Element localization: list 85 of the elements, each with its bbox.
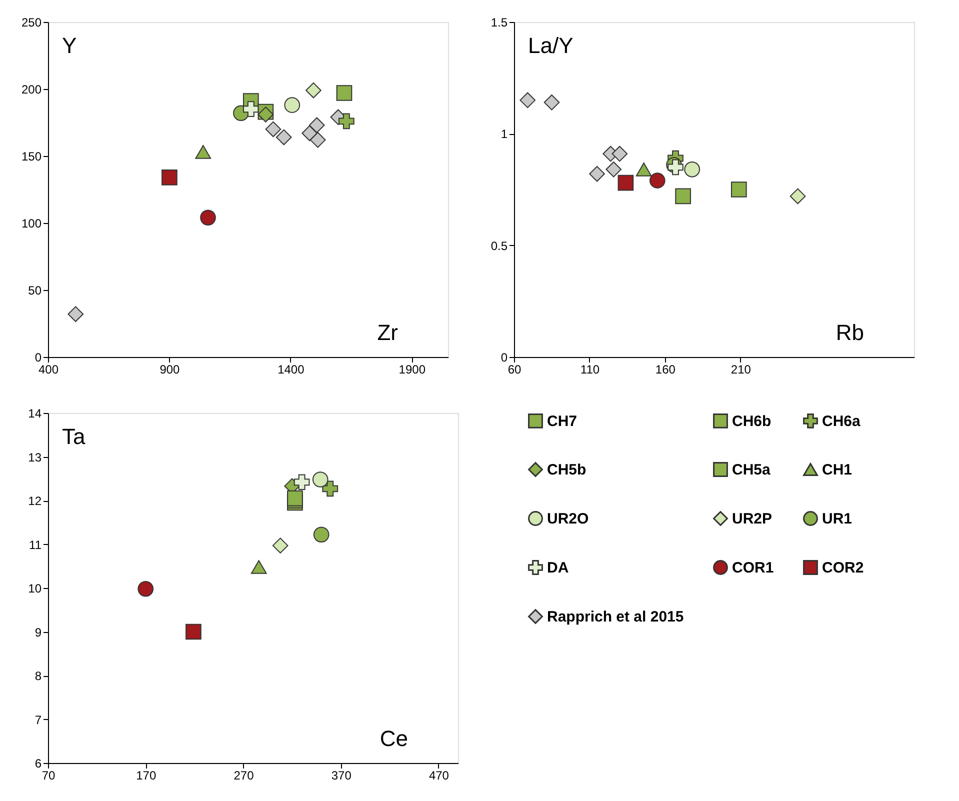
point (310, 132, 326, 148)
point (265, 121, 282, 138)
y-tick-label: 0 (500, 350, 508, 364)
y-tick-label: 150 (21, 150, 42, 164)
y-tick-label: 7 (34, 712, 42, 727)
point (675, 188, 691, 204)
x-tick-label: 110 (580, 362, 600, 376)
y-tick-label: 100 (21, 216, 42, 230)
point (338, 113, 354, 130)
legend-label: UR2O (547, 510, 590, 528)
x-tick-label: 210 (730, 362, 752, 376)
point (544, 94, 560, 110)
legend-label: CH6a (822, 412, 862, 430)
point (336, 85, 352, 101)
x-tick-label: 370 (331, 768, 352, 782)
point (612, 146, 628, 162)
y-tick-label: 0.5 (490, 238, 508, 253)
point (272, 538, 288, 554)
y-tick-label: 11 (29, 538, 42, 552)
legend-label: CH1 (822, 462, 852, 478)
legend-label: DA (547, 560, 569, 576)
point (186, 624, 202, 640)
y-tick-label: 6 (34, 756, 42, 770)
point (68, 306, 84, 322)
point (636, 162, 652, 176)
point (730, 182, 747, 198)
y-tick-label: 8 (34, 669, 42, 683)
y-axis-title: Y (62, 33, 77, 58)
y-tick-label: 50 (28, 284, 42, 298)
x-tick-label: 1400 (278, 362, 305, 376)
x-tick-label: 170 (136, 768, 156, 782)
legend-label: CH5a (732, 462, 772, 478)
y-tick-label: 1.5 (490, 16, 508, 30)
point (200, 210, 216, 226)
point (312, 472, 328, 488)
x-tick-label: 900 (160, 362, 180, 376)
point (195, 145, 212, 159)
x-tick-label: 1900 (398, 362, 426, 376)
legend-label: CH7 (547, 412, 578, 430)
point (162, 170, 178, 186)
x-tick-label: 60 (508, 362, 522, 376)
point (294, 474, 310, 490)
y-axis-title: Ta (62, 424, 86, 449)
point (250, 560, 267, 574)
point (790, 188, 806, 204)
point (258, 106, 274, 122)
y-tick-label: 12 (28, 494, 42, 508)
point (308, 117, 325, 134)
x-axis-title: Zr (377, 320, 398, 345)
x-tick-label: 400 (38, 362, 59, 376)
point (242, 101, 259, 118)
point (313, 526, 330, 543)
legend-label: COR2 (822, 560, 864, 576)
point (138, 580, 154, 597)
y-tick-label: 200 (21, 82, 42, 96)
legend-label: CH5b (547, 462, 586, 478)
point (306, 82, 322, 98)
y-tick-label: 9 (34, 625, 42, 640)
x-axis-title: Ce (380, 726, 408, 751)
y-tick-label: 14 (28, 406, 42, 420)
point (276, 129, 292, 146)
y-tick-label: 1 (500, 127, 508, 142)
legend-label: CH6b (732, 412, 772, 430)
legend-label: Rapprich et al 2015 (547, 608, 684, 626)
legend-label: UR1 (822, 510, 852, 528)
point (322, 480, 338, 497)
y-tick-label: 13 (28, 450, 42, 464)
point (649, 172, 666, 188)
x-tick-label: 470 (428, 768, 450, 782)
point (606, 161, 622, 178)
y-tick-label: 0 (34, 350, 42, 364)
legend-label: UR2P (732, 510, 772, 528)
legend-label: COR1 (732, 560, 774, 576)
y-tick-label: 250 (21, 16, 42, 30)
x-tick-label: 270 (234, 768, 254, 782)
x-tick-label: 160 (655, 362, 676, 376)
point (684, 162, 700, 178)
point (520, 92, 536, 108)
point (618, 174, 634, 191)
x-axis-title: Rb (836, 320, 864, 345)
y-axis-title: La/Y (528, 33, 574, 58)
y-tick-label: 10 (28, 582, 42, 596)
point (589, 166, 605, 182)
point (284, 97, 300, 113)
x-tick-label: 70 (42, 768, 56, 782)
